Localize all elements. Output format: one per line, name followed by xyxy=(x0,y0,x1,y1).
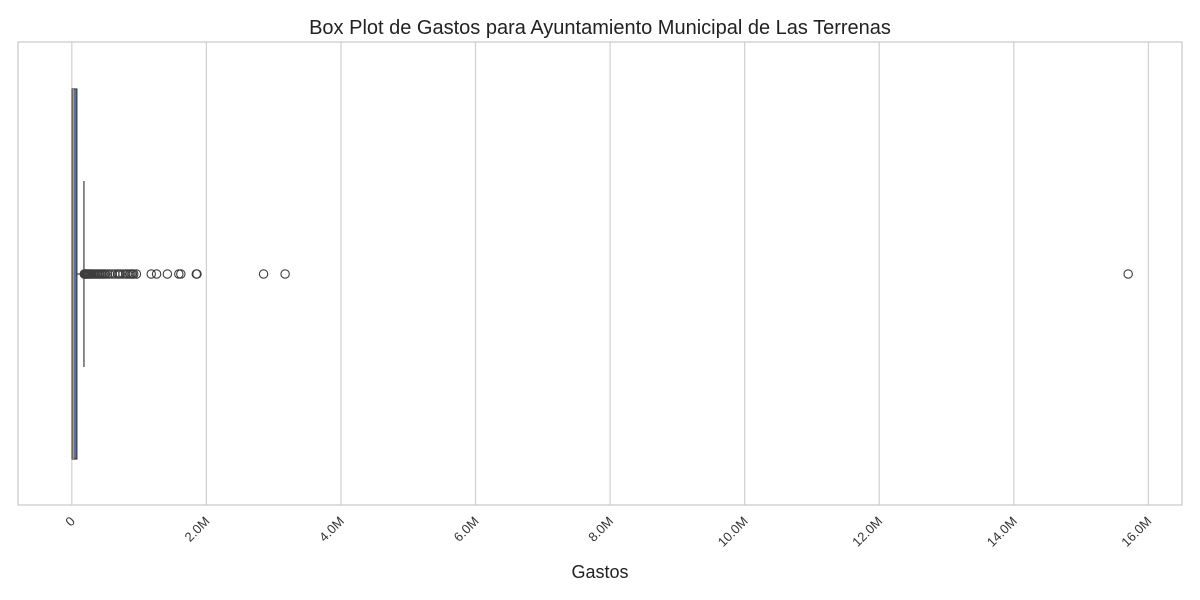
x-tick-label-3: 6.0M xyxy=(451,514,482,545)
x-tick-label-6: 12.0M xyxy=(849,514,885,550)
x-tick-label-5: 10.0M xyxy=(715,514,751,550)
x-tick-label-4: 8.0M xyxy=(585,514,616,545)
x-axis-ticks: 0 2.0M 4.0M 6.0M 8.0M 10.0M 12.0M 14.0M 16.0M xyxy=(62,514,1154,550)
outlier-point-43 xyxy=(280,269,290,279)
x-tick-label-2: 4.0M xyxy=(316,514,347,545)
x-tick-label-8: 16.0M xyxy=(1118,514,1154,550)
outlier-point-42 xyxy=(258,269,269,279)
gridlines xyxy=(71,42,1149,505)
plot-frame xyxy=(17,41,1183,506)
x-tick-label-1: 2.0M xyxy=(181,514,212,545)
outlier-point-38 xyxy=(174,269,184,279)
iqr-box xyxy=(71,88,78,460)
outlier-point-35 xyxy=(146,269,156,279)
outliers xyxy=(79,269,1133,279)
x-tick-label-7: 14.0M xyxy=(984,514,1020,550)
outlier-point-34 xyxy=(131,269,142,279)
outlier-point-33 xyxy=(128,269,139,279)
outlier-point-26 xyxy=(115,269,126,279)
outlier-point-41 xyxy=(192,269,202,279)
x-tick-label-0: 0 xyxy=(62,514,78,530)
outlier-point-37 xyxy=(162,269,173,279)
x-axis-label: Gastos xyxy=(571,562,628,582)
outlier-point-36 xyxy=(151,269,162,279)
chart-title: Box Plot de Gastos para Ayuntamiento Mun… xyxy=(309,17,891,39)
outlier-point-39 xyxy=(176,269,186,279)
outlier-point-44 xyxy=(1123,269,1133,279)
